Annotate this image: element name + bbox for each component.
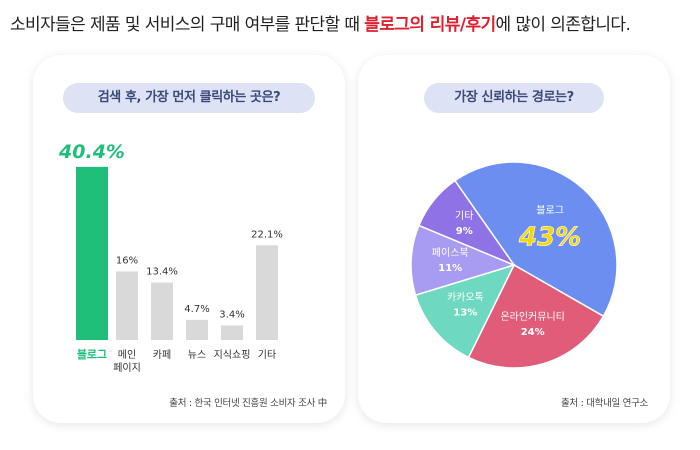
- pie-name-label-2: 카카오톡: [447, 291, 484, 303]
- bar-chart-title: 검색 후, 가장 먼저 클릭하는 곳은?: [63, 83, 315, 113]
- pie-chart-card: 가장 신뢰하는 경로는? 블로그 43% 온라인커뮤니티 24% 카카오톡 13% 페이스북…: [358, 55, 670, 423]
- pie-chart-source: 출처 : 대학내일 연구소: [560, 398, 648, 409]
- bar-value-label-2: 13.4%: [146, 267, 178, 278]
- category-label-1: 메인 페이지: [113, 349, 141, 374]
- pie-name-label-1: 온라인커뮤니티: [500, 311, 564, 323]
- headline-highlight: 블로그의 리뷰/후기: [364, 15, 496, 35]
- pie-value-label-3: 11%: [438, 263, 462, 274]
- bar-5: [256, 245, 278, 340]
- pie-value-label-0: 43%: [518, 222, 581, 252]
- category-label-2: 카페: [153, 349, 171, 361]
- pie-name-label-0: 블로그: [536, 204, 564, 216]
- pie-value-label-1: 24%: [521, 327, 545, 338]
- bar-value-label-0: 40.4%: [58, 141, 125, 163]
- pie-value-label-4: 9%: [456, 226, 473, 237]
- pie-slice-4: [417, 179, 517, 267]
- bar-4: [221, 325, 243, 340]
- bar-value-label-4: 3.4%: [219, 309, 244, 320]
- bar-0: [76, 166, 108, 340]
- bar-2: [151, 282, 173, 340]
- bar-value-label-1: 16%: [116, 255, 138, 266]
- headline-text-end: 에 많이 의존합니다.: [495, 15, 631, 35]
- headline: 소비자들은 제품 및 서비스의 구매 여부를 판단할 때 블로그의 리뷰/후기에…: [10, 10, 700, 35]
- bar-value-label-3: 4.7%: [184, 304, 209, 315]
- bar-chart: 40.4% 블로그 16% 메인 페이지 13.4% 카페 4.7% 뉴스 3.4% 지식쇼핑 22.…: [58, 141, 283, 374]
- category-label-5: 기타: [258, 349, 276, 361]
- bar-chart-card: 검색 후, 가장 먼저 클릭하는 곳은? 40.4% 블로그 16% 메인 페이지 13.…: [33, 55, 345, 423]
- bar-value-label-5: 22.1%: [251, 229, 283, 240]
- headline-text: 소비자들은 제품 및 서비스의 구매 여부를 판단할 때: [10, 15, 365, 35]
- bar-chart-source: 출처 : 한국 인터넷 진흥원 소비자 조사 中: [169, 398, 327, 409]
- pie-name-label-4: 기타: [455, 210, 473, 222]
- pie-slice-0: [453, 161, 618, 318]
- category-label-4: 지식쇼핑: [214, 349, 251, 361]
- category-label-0: 블로그: [77, 348, 107, 361]
- pie-chart: 블로그 43% 온라인커뮤니티 24% 카카오톡 13% 페이스북 11% 기타 9%: [410, 161, 618, 369]
- pie-slice-1: [467, 263, 605, 369]
- pie-slice-3: [410, 224, 517, 297]
- pie-name-label-3: 페이스북: [432, 247, 469, 259]
- bar-3: [186, 319, 208, 340]
- pie-value-label-2: 13%: [453, 307, 477, 318]
- pie-chart-title: 가장 신뢰하는 경로는?: [424, 83, 604, 113]
- bar-1: [116, 271, 138, 340]
- category-label-3: 뉴스: [188, 349, 206, 361]
